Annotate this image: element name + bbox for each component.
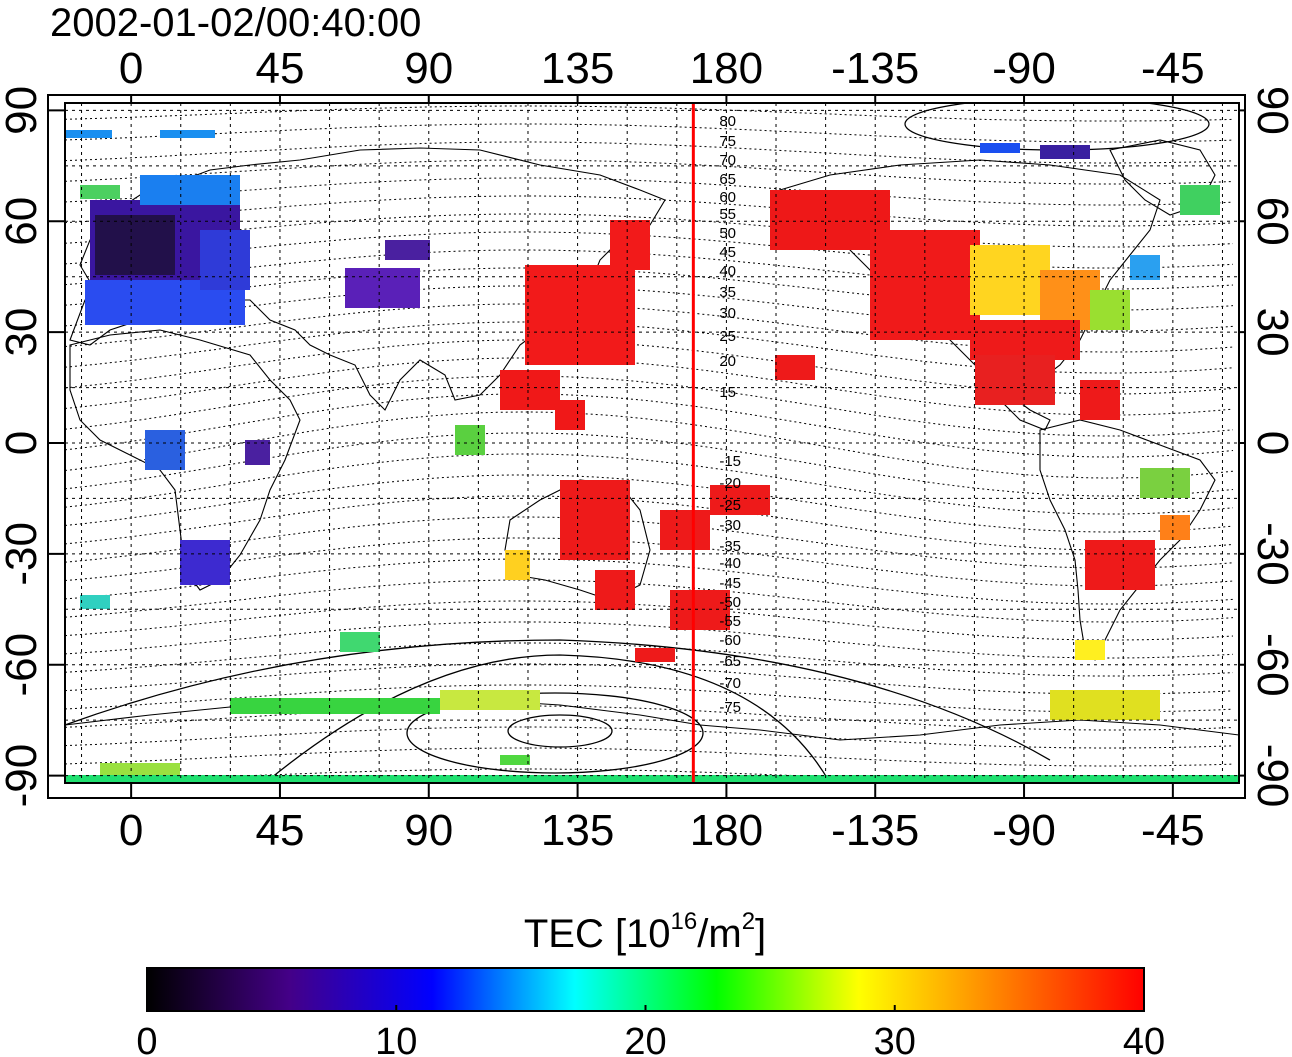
mag-lat-label: -55 — [719, 613, 741, 630]
magnetic-contour — [65, 600, 1234, 641]
south-america-coastline — [1039, 419, 1216, 661]
lon-label-top: 45 — [255, 44, 304, 93]
magnetic-contour — [65, 621, 1234, 659]
mag-lat-label: -70 — [719, 675, 741, 692]
mag-lat-label: 80 — [719, 113, 736, 130]
colorbar — [146, 967, 1145, 1012]
magnetic-contour — [65, 642, 1234, 677]
lon-label-bottom: 135 — [541, 806, 614, 855]
map-axes: 0045459090135135180180-135-135-90-90-45-… — [0, 44, 1292, 855]
mag-lat-label: 75 — [719, 133, 736, 150]
lon-label-top: -135 — [831, 44, 919, 93]
mag-lat-label: 20 — [719, 353, 736, 370]
mag-lat-label: 55 — [719, 206, 736, 223]
lon-label-bottom: 90 — [404, 806, 453, 855]
mag-lat-label: 50 — [719, 225, 736, 242]
mag-lat-label: 30 — [719, 305, 736, 322]
magnetic-contour — [65, 537, 1234, 587]
mag-lat-label: 15 — [719, 384, 736, 401]
lat-label-right: -90 — [1248, 744, 1292, 808]
magnetic-contour — [65, 321, 1234, 374]
map-outer-frame — [47, 94, 1246, 799]
magnetic-contour — [65, 177, 1234, 206]
mag-lat-label: 25 — [719, 328, 736, 345]
magnetic-contour — [65, 495, 1234, 551]
mag-lat-label: 35 — [719, 284, 736, 301]
lat-label-left: -90 — [0, 744, 46, 808]
magnetic-contour — [65, 684, 1234, 713]
map-grid — [65, 103, 1239, 783]
lat-label-right: -60 — [1248, 633, 1292, 697]
lon-label-bottom: -90 — [992, 806, 1056, 855]
magnetic-latitude-contours — [65, 105, 1234, 783]
magnetic-contour — [65, 453, 1234, 515]
mag-lat-label: -25 — [719, 497, 741, 514]
lat-label-left: -30 — [0, 522, 46, 586]
lon-label-top: 135 — [541, 44, 614, 93]
mag-lat-label: 70 — [719, 152, 736, 169]
lat-label-left: 0 — [0, 431, 46, 455]
lat-label-left: 30 — [0, 308, 46, 357]
lon-label-bottom: 45 — [255, 806, 304, 855]
lon-label-bottom: 180 — [690, 806, 763, 855]
lon-label-bottom: -45 — [1141, 806, 1205, 855]
magnetic-contour — [65, 375, 1234, 437]
colorbar-ticks: 0 10 20 30 40 — [136, 1005, 1165, 1057]
magnetic-contour — [65, 339, 1234, 395]
magnetic-contour — [65, 195, 1234, 227]
mag-lat-label: -30 — [719, 517, 741, 534]
lon-label-top: 180 — [690, 44, 763, 93]
lon-label-top: 0 — [119, 44, 143, 93]
mag-lat-label: -15 — [719, 453, 741, 470]
lat-label-left: 90 — [0, 86, 46, 135]
mag-lat-label: -45 — [719, 575, 741, 592]
mag-lat-label: -65 — [719, 653, 741, 670]
colorbar-tick-label: 0 — [136, 1021, 157, 1057]
mag-lat-label: 45 — [719, 244, 736, 261]
lon-label-top: 90 — [404, 44, 453, 93]
lat-label-left: 60 — [0, 197, 46, 246]
colorbar-label: TEC [1016/m2] — [524, 908, 766, 956]
tec-data-patches — [65, 130, 1239, 783]
lon-label-top: -90 — [992, 44, 1056, 93]
mag-lat-label: 60 — [719, 189, 736, 206]
magnetic-contour — [65, 474, 1234, 533]
lat-label-right: 0 — [1248, 431, 1292, 455]
mag-lat-label: -60 — [719, 632, 741, 649]
magnetic-contour — [65, 303, 1234, 353]
mag-lat-label: -75 — [719, 699, 741, 716]
lat-label-left: -60 — [0, 633, 46, 697]
magnetic-contour — [65, 663, 1234, 695]
lat-label-right: 90 — [1248, 86, 1292, 135]
lat-label-right: 60 — [1248, 197, 1292, 246]
mag-lat-label: 65 — [719, 171, 736, 188]
mag-lat-label: -20 — [719, 475, 741, 492]
magnetic-contour — [65, 516, 1234, 569]
magnetic-contour — [65, 357, 1234, 416]
magnetic-contour — [65, 579, 1234, 623]
magnetic-contour — [65, 558, 1234, 605]
colorbar-tick-label: 30 — [874, 1021, 916, 1057]
africa-coastline — [69, 329, 301, 591]
mag-lat-label: -35 — [719, 538, 741, 555]
colorbar-tick-label: 10 — [375, 1021, 417, 1057]
mag-lat-label: -50 — [719, 594, 741, 611]
lat-label-right: 30 — [1248, 308, 1292, 357]
lon-label-bottom: 0 — [119, 806, 143, 855]
lon-label-bottom: -135 — [831, 806, 919, 855]
magnetic-contour — [65, 393, 1234, 458]
lon-label-top: -45 — [1141, 44, 1205, 93]
map-title: 2002-01-02/00:40:00 — [50, 1, 421, 45]
mag-lat-label: -40 — [719, 555, 741, 572]
lat-label-right: -30 — [1248, 522, 1292, 586]
colorbar-tick-label: 20 — [624, 1021, 666, 1057]
mag-lat-label: 40 — [719, 263, 736, 280]
colorbar-tick-label: 40 — [1123, 1021, 1165, 1057]
magnetic-contour — [65, 285, 1234, 332]
